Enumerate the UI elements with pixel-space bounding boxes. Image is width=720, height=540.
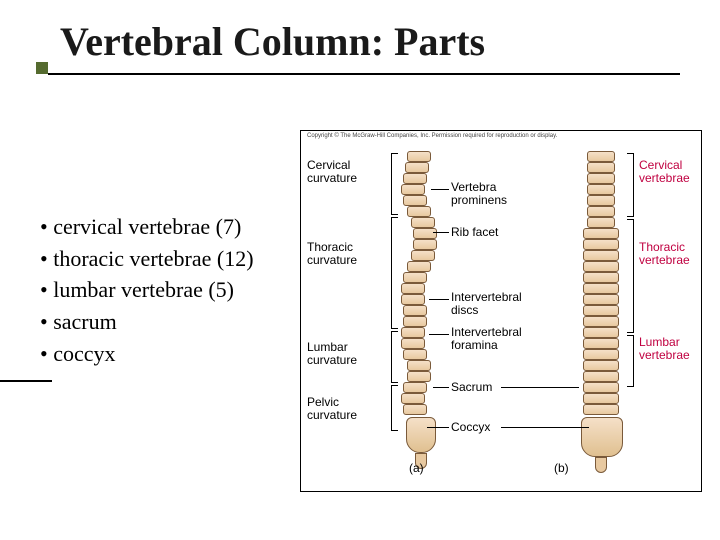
label-pelvic-curvature: Pelvic curvature: [307, 396, 357, 422]
bracket: [627, 153, 634, 217]
bracket: [391, 217, 398, 329]
title-underline: [48, 73, 680, 75]
leader-line: [501, 387, 579, 388]
label-coccyx: Coccyx: [451, 421, 490, 434]
leader-line: [501, 427, 589, 428]
bracket: [627, 335, 634, 387]
label-lumbar-curvature: Lumbar curvature: [307, 341, 357, 367]
sublabel-b: (b): [554, 461, 569, 475]
bracket: [627, 219, 634, 333]
spine-posterior: [581, 151, 621, 451]
leader-line: [429, 299, 449, 300]
label-sacrum: Sacrum: [451, 381, 492, 394]
label-thoracic-curvature: Thoracic curvature: [307, 241, 357, 267]
leader-line: [433, 232, 449, 233]
bullet-item: • cervical vertebrae (7): [40, 212, 330, 242]
label-thoracic-vertebrae: Thoracic vertebrae: [639, 241, 690, 267]
slide: Vertebral Column: Parts • cervical verte…: [0, 0, 720, 540]
leader-line: [427, 427, 449, 428]
bullet-item: • lumbar vertebrae (5): [40, 275, 330, 305]
sublabel-a: (a): [409, 461, 424, 475]
bracket: [391, 385, 398, 431]
accent-square: [36, 62, 48, 74]
bullet-text: lumbar vertebrae (5): [53, 277, 234, 302]
left-rule: [0, 380, 52, 382]
bullet-item: • coccyx: [40, 339, 330, 369]
bracket: [391, 153, 398, 215]
bullet-item: • thoracic vertebrae (12): [40, 244, 330, 274]
label-intervertebral-discs: Intervertebral discs: [451, 291, 522, 317]
bullet-text: thoracic vertebrae (12): [53, 246, 253, 271]
diagram-copyright: Copyright © The McGraw-Hill Companies, I…: [307, 133, 557, 139]
slide-title: Vertebral Column: Parts: [0, 0, 720, 73]
bullet-item: • sacrum: [40, 307, 330, 337]
label-lumbar-vertebrae: Lumbar vertebrae: [639, 336, 690, 362]
bullet-text: sacrum: [53, 309, 117, 334]
label-intervertebral-foramina: Intervertebral foramina: [451, 326, 522, 352]
leader-line: [433, 387, 449, 388]
spine-lateral: [401, 151, 441, 451]
bracket: [391, 331, 398, 383]
bullet-text: cervical vertebrae (7): [53, 214, 241, 239]
label-cervical-curvature: Cervical curvature: [307, 159, 357, 185]
label-vertebra-prominens: Vertebra prominens: [451, 181, 507, 207]
label-rib-facet: Rib facet: [451, 226, 498, 239]
bullet-list: • cervical vertebrae (7) • thoracic vert…: [0, 115, 330, 370]
spine-diagram: Copyright © The McGraw-Hill Companies, I…: [300, 130, 702, 492]
leader-line: [429, 334, 449, 335]
label-cervical-vertebrae: Cervical vertebrae: [639, 159, 690, 185]
leader-line: [431, 189, 449, 190]
bullet-text: coccyx: [53, 341, 115, 366]
